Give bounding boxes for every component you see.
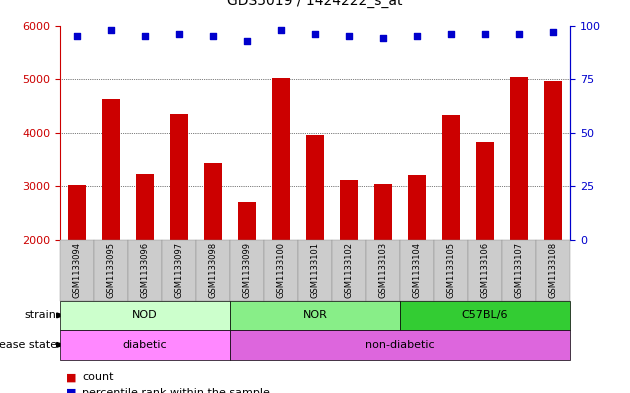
Text: GSM1133108: GSM1133108: [549, 242, 558, 298]
Point: [276, 27, 286, 33]
Text: GSM1133094: GSM1133094: [72, 242, 81, 298]
Text: C57BL/6: C57BL/6: [462, 310, 508, 320]
Text: GSM1133095: GSM1133095: [106, 242, 115, 298]
Text: ■: ■: [66, 372, 77, 382]
Text: diabetic: diabetic: [123, 340, 167, 350]
Bar: [374, 184, 392, 240]
Bar: [67, 185, 86, 240]
Bar: [272, 78, 290, 240]
Text: GSM1133097: GSM1133097: [175, 242, 183, 298]
Text: count: count: [82, 372, 113, 382]
Bar: [544, 81, 563, 240]
Point: [242, 37, 252, 44]
Text: GSM1133096: GSM1133096: [140, 242, 149, 298]
Bar: [203, 163, 222, 240]
Bar: [101, 99, 120, 240]
Bar: [238, 202, 256, 240]
Text: GSM1133100: GSM1133100: [277, 242, 285, 298]
Bar: [135, 174, 154, 240]
Point: [106, 27, 116, 33]
Text: GSM1133104: GSM1133104: [413, 242, 421, 298]
Bar: [408, 175, 427, 240]
Text: NOD: NOD: [132, 310, 158, 320]
Text: GSM1133098: GSM1133098: [209, 242, 217, 298]
Text: ■: ■: [66, 388, 77, 393]
Text: GSM1133103: GSM1133103: [379, 242, 387, 298]
Point: [72, 33, 82, 39]
Bar: [442, 115, 461, 240]
Point: [446, 31, 456, 37]
Bar: [306, 135, 324, 240]
Point: [378, 35, 388, 42]
Text: non-diabetic: non-diabetic: [365, 340, 435, 350]
Text: NOR: NOR: [302, 310, 328, 320]
Text: GSM1133107: GSM1133107: [515, 242, 524, 298]
Point: [412, 33, 422, 39]
Text: percentile rank within the sample: percentile rank within the sample: [82, 388, 270, 393]
Bar: [340, 180, 358, 240]
Text: GSM1133106: GSM1133106: [481, 242, 490, 298]
Point: [174, 31, 184, 37]
Text: GDS5019 / 1424222_s_at: GDS5019 / 1424222_s_at: [227, 0, 403, 8]
Bar: [169, 114, 188, 240]
Point: [310, 31, 320, 37]
Point: [514, 31, 524, 37]
Text: GSM1133102: GSM1133102: [345, 242, 353, 298]
Point: [344, 33, 354, 39]
Point: [208, 33, 218, 39]
Point: [480, 31, 490, 37]
Text: strain: strain: [25, 310, 57, 320]
Text: GSM1133101: GSM1133101: [311, 242, 319, 298]
Text: disease state: disease state: [0, 340, 57, 350]
Point: [548, 29, 558, 35]
Bar: [510, 77, 529, 240]
Bar: [476, 142, 495, 240]
Text: GSM1133099: GSM1133099: [243, 242, 251, 298]
Text: GSM1133105: GSM1133105: [447, 242, 455, 298]
Point: [140, 33, 150, 39]
